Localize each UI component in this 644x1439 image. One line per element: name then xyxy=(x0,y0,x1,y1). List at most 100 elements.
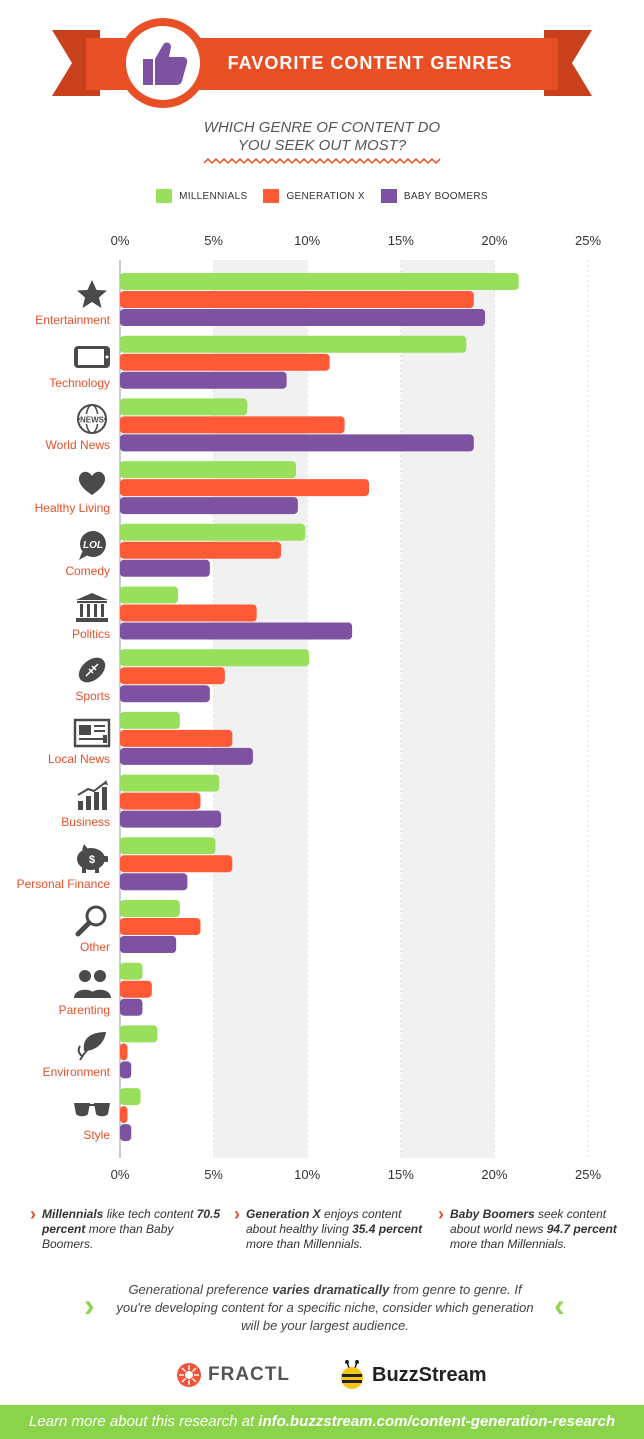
bar-baby-boomers xyxy=(120,685,210,703)
magnifier-icon xyxy=(72,904,112,938)
bar-baby-boomers xyxy=(120,371,287,389)
bar-millennials xyxy=(120,1025,158,1043)
svg-text:LOL: LOL xyxy=(83,540,103,551)
fractl-wordmark: FRACTL xyxy=(208,1364,290,1385)
bar-millennials xyxy=(120,1088,141,1106)
bar-generation-x xyxy=(120,667,225,685)
legend-swatch-millennials xyxy=(156,189,173,203)
grid-band xyxy=(400,260,495,1158)
subtitle-line-1: WHICH GENRE OF CONTENT DO xyxy=(203,119,441,136)
bar-generation-x xyxy=(120,479,369,497)
finding-bold: Millennials xyxy=(42,1207,104,1221)
finding-text: Generation X enjoys content about health… xyxy=(246,1207,426,1252)
bar-millennials xyxy=(120,335,467,353)
finding-text: Baby Boomers seek content about world ne… xyxy=(450,1207,630,1252)
leaf-icon xyxy=(72,1029,112,1063)
category-label: Politics xyxy=(71,626,110,641)
header-banner: FAVORITE CONTENT GENRES xyxy=(0,0,644,110)
bar-millennials xyxy=(120,586,179,604)
buzzstream-wordmark: BuzzStream xyxy=(372,1363,487,1386)
bar-baby-boomers xyxy=(120,998,143,1016)
bar-generation-x xyxy=(120,416,345,434)
bar-baby-boomers xyxy=(120,873,188,891)
newspaper-icon xyxy=(72,716,112,750)
finding-text: Millennials like tech content 70.5 perce… xyxy=(42,1207,222,1252)
chevron-right-icon: › xyxy=(84,1287,95,1323)
tablet-icon xyxy=(72,340,112,374)
footer-cta: Learn more about this research at info.b… xyxy=(0,1405,644,1439)
piggy-bank-icon: $ xyxy=(72,841,112,875)
sunglasses-icon xyxy=(72,1092,112,1126)
x-tick-label: 0% xyxy=(110,233,130,248)
finding-span: like tech content xyxy=(103,1207,197,1221)
svg-text:$: $ xyxy=(89,854,95,866)
bar-millennials xyxy=(120,398,248,416)
bar-millennials xyxy=(120,461,296,479)
subtitle-line-2: YOU SEEK OUT MOST? xyxy=(237,137,407,154)
svg-text:NEWS: NEWS xyxy=(80,416,105,425)
legend-item-millennials: MILLENNIALS xyxy=(156,189,247,203)
bar-generation-x xyxy=(120,918,201,935)
bar-generation-x xyxy=(120,604,257,622)
finding-span-2: more than Millennials. xyxy=(246,1237,363,1251)
footer-link[interactable]: info.buzzstream.com/content-generation-r… xyxy=(258,1413,616,1430)
x-tick-label: 20% xyxy=(481,233,508,248)
finding-bold: Baby Boomers xyxy=(450,1207,535,1221)
chevron-left-icon: ‹ xyxy=(554,1287,565,1323)
x-tick-label: 0% xyxy=(110,1167,130,1182)
legend-item-baby-boomers: BABY BOOMERS xyxy=(380,189,488,203)
x-tick-label: 25% xyxy=(574,233,602,248)
finding-span-2: more than Millennials. xyxy=(450,1237,567,1251)
grid-band xyxy=(213,260,308,1158)
bar-generation-x xyxy=(120,353,330,371)
category-label: Environment xyxy=(42,1065,110,1080)
bar-baby-boomers xyxy=(120,559,210,577)
bar-millennials xyxy=(120,711,180,729)
lol-bubble-icon: LOL xyxy=(72,528,112,562)
chevron-right-icon: › xyxy=(30,1204,36,1224)
finding-span: enjoys content about healthy living xyxy=(246,1207,402,1236)
bar-millennials xyxy=(120,962,143,980)
globe-news-icon: NEWS xyxy=(72,402,112,436)
finding-bold-2: 94.7 percent xyxy=(546,1222,617,1236)
zigzag-divider xyxy=(203,157,441,165)
bar-generation-x xyxy=(120,1043,128,1061)
bar-chart-icon xyxy=(72,779,112,813)
chart-subtitle: WHICH GENRE OF CONTENT DO YOU SEEK OUT M… xyxy=(0,119,644,155)
bar-generation-x xyxy=(120,792,201,810)
legend-label-generation-x: GENERATION X xyxy=(286,190,365,202)
bar-generation-x xyxy=(120,855,233,873)
category-label: Style xyxy=(83,1128,110,1143)
category-label: Personal Finance xyxy=(16,877,110,892)
closing-bold: varies dramatically xyxy=(272,1282,390,1297)
legend-label-baby-boomers: BABY BOOMERS xyxy=(403,190,488,202)
capitol-icon xyxy=(72,591,112,625)
finding-millennials: › Millennials like tech content 70.5 per… xyxy=(30,1204,222,1252)
bar-baby-boomers xyxy=(120,434,474,452)
x-tick-label: 25% xyxy=(574,1167,602,1182)
footer-text: Learn more about this research at xyxy=(28,1413,259,1430)
banner-title: FAVORITE CONTENT GENRES xyxy=(227,53,513,73)
heart-icon xyxy=(72,465,112,499)
category-label: World News xyxy=(45,438,110,453)
finding-span-2: more than Baby Boomers. xyxy=(42,1222,174,1251)
finding-span: seek content about world news xyxy=(450,1207,607,1236)
bar-chart xyxy=(119,260,589,1158)
bar-millennials xyxy=(120,649,310,667)
key-findings: › Millennials like tech content 70.5 per… xyxy=(30,1204,630,1252)
category-label: Parenting xyxy=(58,1002,110,1017)
x-tick-label: 10% xyxy=(294,1167,321,1182)
bar-generation-x xyxy=(120,291,474,308)
bar-baby-boomers xyxy=(120,497,298,515)
closing-part-1: Generational preference xyxy=(128,1282,273,1297)
bar-generation-x xyxy=(120,729,233,747)
category-label: Business xyxy=(61,814,110,829)
bar-generation-x xyxy=(120,1106,128,1124)
bar-baby-boomers xyxy=(120,309,486,326)
bar-millennials xyxy=(120,523,306,541)
legend-swatch-generation-x xyxy=(263,189,280,203)
chart-legend: MILLENNIALS GENERATION X BABY BOOMERS xyxy=(0,186,644,206)
bar-baby-boomers xyxy=(120,810,222,828)
closing-statement: Generational preference varies dramatica… xyxy=(110,1281,540,1335)
star-icon xyxy=(72,277,112,311)
